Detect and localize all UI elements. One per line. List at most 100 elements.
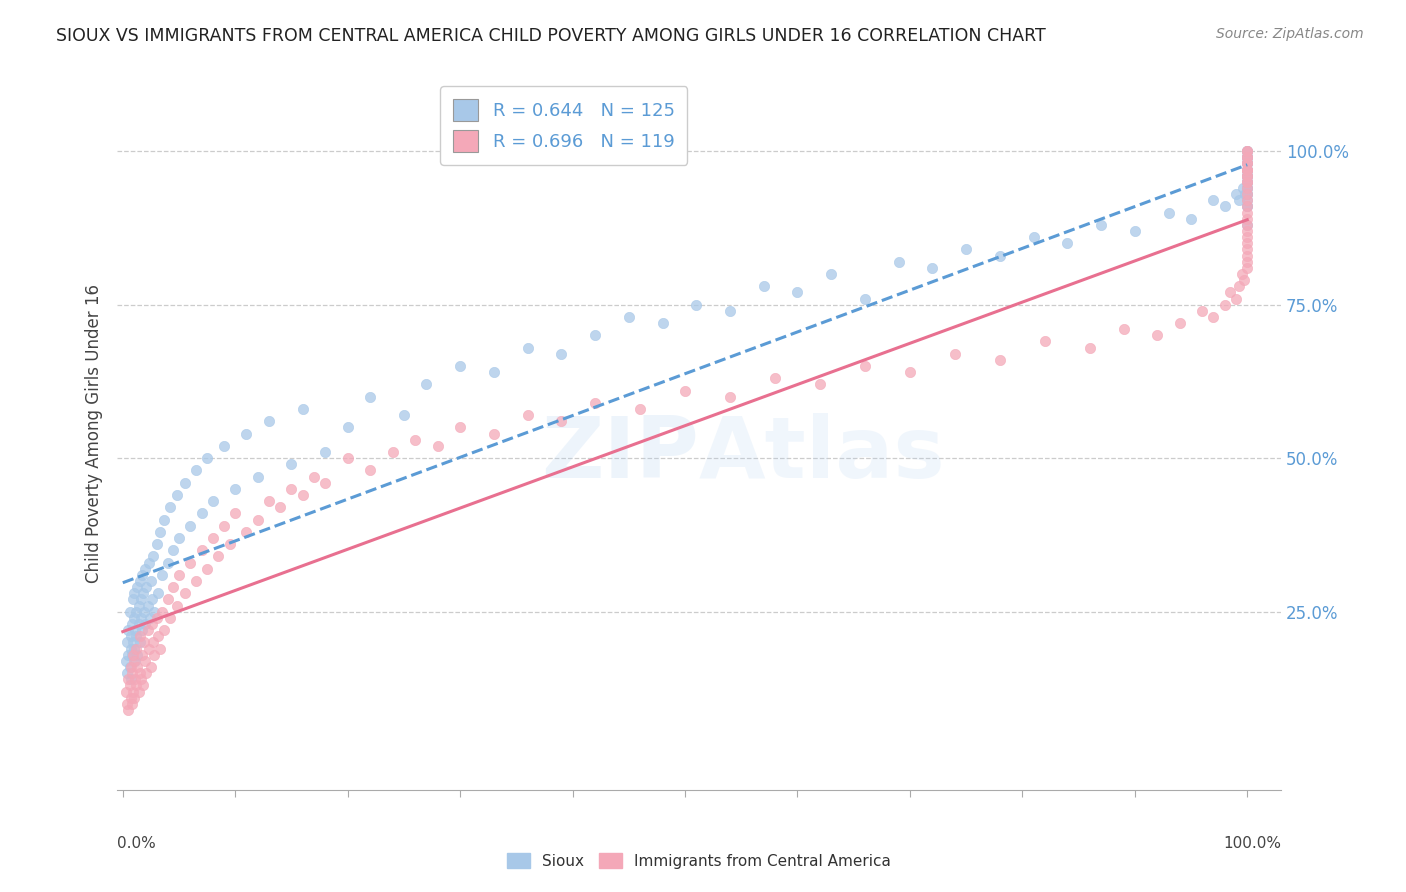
Point <box>1233 187 1256 202</box>
Point <box>184 574 207 588</box>
Point <box>336 420 359 434</box>
Point <box>153 512 176 526</box>
Point <box>212 518 235 533</box>
Text: 100.0%: 100.0% <box>1223 836 1281 851</box>
Point <box>291 402 314 417</box>
Point <box>122 690 145 705</box>
Legend: Sioux, Immigrants from Central America: Sioux, Immigrants from Central America <box>501 847 897 875</box>
Point <box>1236 156 1258 170</box>
Point <box>118 678 141 692</box>
Point <box>201 494 224 508</box>
Point <box>146 586 169 600</box>
Point <box>128 574 150 588</box>
Point <box>1236 150 1258 164</box>
Point <box>752 279 775 293</box>
Point <box>246 469 269 483</box>
Point <box>853 292 876 306</box>
Point <box>1236 169 1258 183</box>
Point <box>139 660 162 674</box>
Point <box>122 592 145 607</box>
Point <box>153 623 176 637</box>
Point <box>426 439 449 453</box>
Point <box>150 605 173 619</box>
Point <box>167 531 190 545</box>
Point <box>134 605 156 619</box>
Point <box>1236 156 1258 170</box>
Point <box>943 347 966 361</box>
Point <box>1236 175 1258 189</box>
Point <box>336 451 359 466</box>
Point <box>718 390 741 404</box>
Point <box>195 451 218 466</box>
Point <box>117 635 139 649</box>
Point <box>122 641 145 656</box>
Point <box>138 556 160 570</box>
Point <box>1236 162 1258 177</box>
Point <box>1225 187 1247 202</box>
Point <box>808 377 831 392</box>
Point <box>118 660 141 674</box>
Point <box>135 666 157 681</box>
Point <box>718 303 741 318</box>
Point <box>124 623 146 637</box>
Point <box>131 648 153 662</box>
Point <box>127 648 149 662</box>
Point <box>235 524 257 539</box>
Point <box>129 672 152 686</box>
Point <box>482 365 505 379</box>
Point <box>1233 273 1256 287</box>
Point <box>269 500 291 515</box>
Point <box>1236 211 1258 226</box>
Point <box>167 567 190 582</box>
Point <box>1236 169 1258 183</box>
Point <box>651 316 673 330</box>
Point <box>141 617 163 632</box>
Point <box>1236 162 1258 177</box>
Point <box>1236 162 1258 177</box>
Point <box>1236 236 1258 251</box>
Point <box>1236 194 1258 208</box>
Point <box>1236 156 1258 170</box>
Point <box>128 617 150 632</box>
Point <box>246 512 269 526</box>
Point <box>146 629 169 643</box>
Point <box>173 475 195 490</box>
Point <box>166 488 188 502</box>
Point <box>1236 187 1258 202</box>
Point <box>1236 175 1258 189</box>
Point <box>314 475 336 490</box>
Point <box>1168 316 1191 330</box>
Point <box>1236 181 1258 195</box>
Point <box>122 635 145 649</box>
Point <box>136 599 159 613</box>
Point <box>134 617 156 632</box>
Point <box>143 605 166 619</box>
Point <box>1236 181 1258 195</box>
Point <box>1236 187 1258 202</box>
Point <box>853 359 876 373</box>
Point <box>673 384 696 398</box>
Point <box>1213 199 1236 213</box>
Point <box>1191 303 1213 318</box>
Point <box>117 623 139 637</box>
Point <box>145 611 167 625</box>
Point <box>134 635 156 649</box>
Point <box>149 641 172 656</box>
Point <box>1056 236 1078 251</box>
Point <box>1236 156 1258 170</box>
Point <box>235 426 257 441</box>
Point <box>117 648 139 662</box>
Point <box>134 654 156 668</box>
Point <box>115 654 138 668</box>
Point <box>122 586 145 600</box>
Point <box>359 390 381 404</box>
Point <box>1213 298 1236 312</box>
Point <box>136 623 159 637</box>
Point <box>125 641 148 656</box>
Point <box>1146 328 1168 343</box>
Point <box>117 703 139 717</box>
Point <box>124 672 146 686</box>
Point <box>117 697 139 711</box>
Point <box>159 500 181 515</box>
Point <box>550 347 572 361</box>
